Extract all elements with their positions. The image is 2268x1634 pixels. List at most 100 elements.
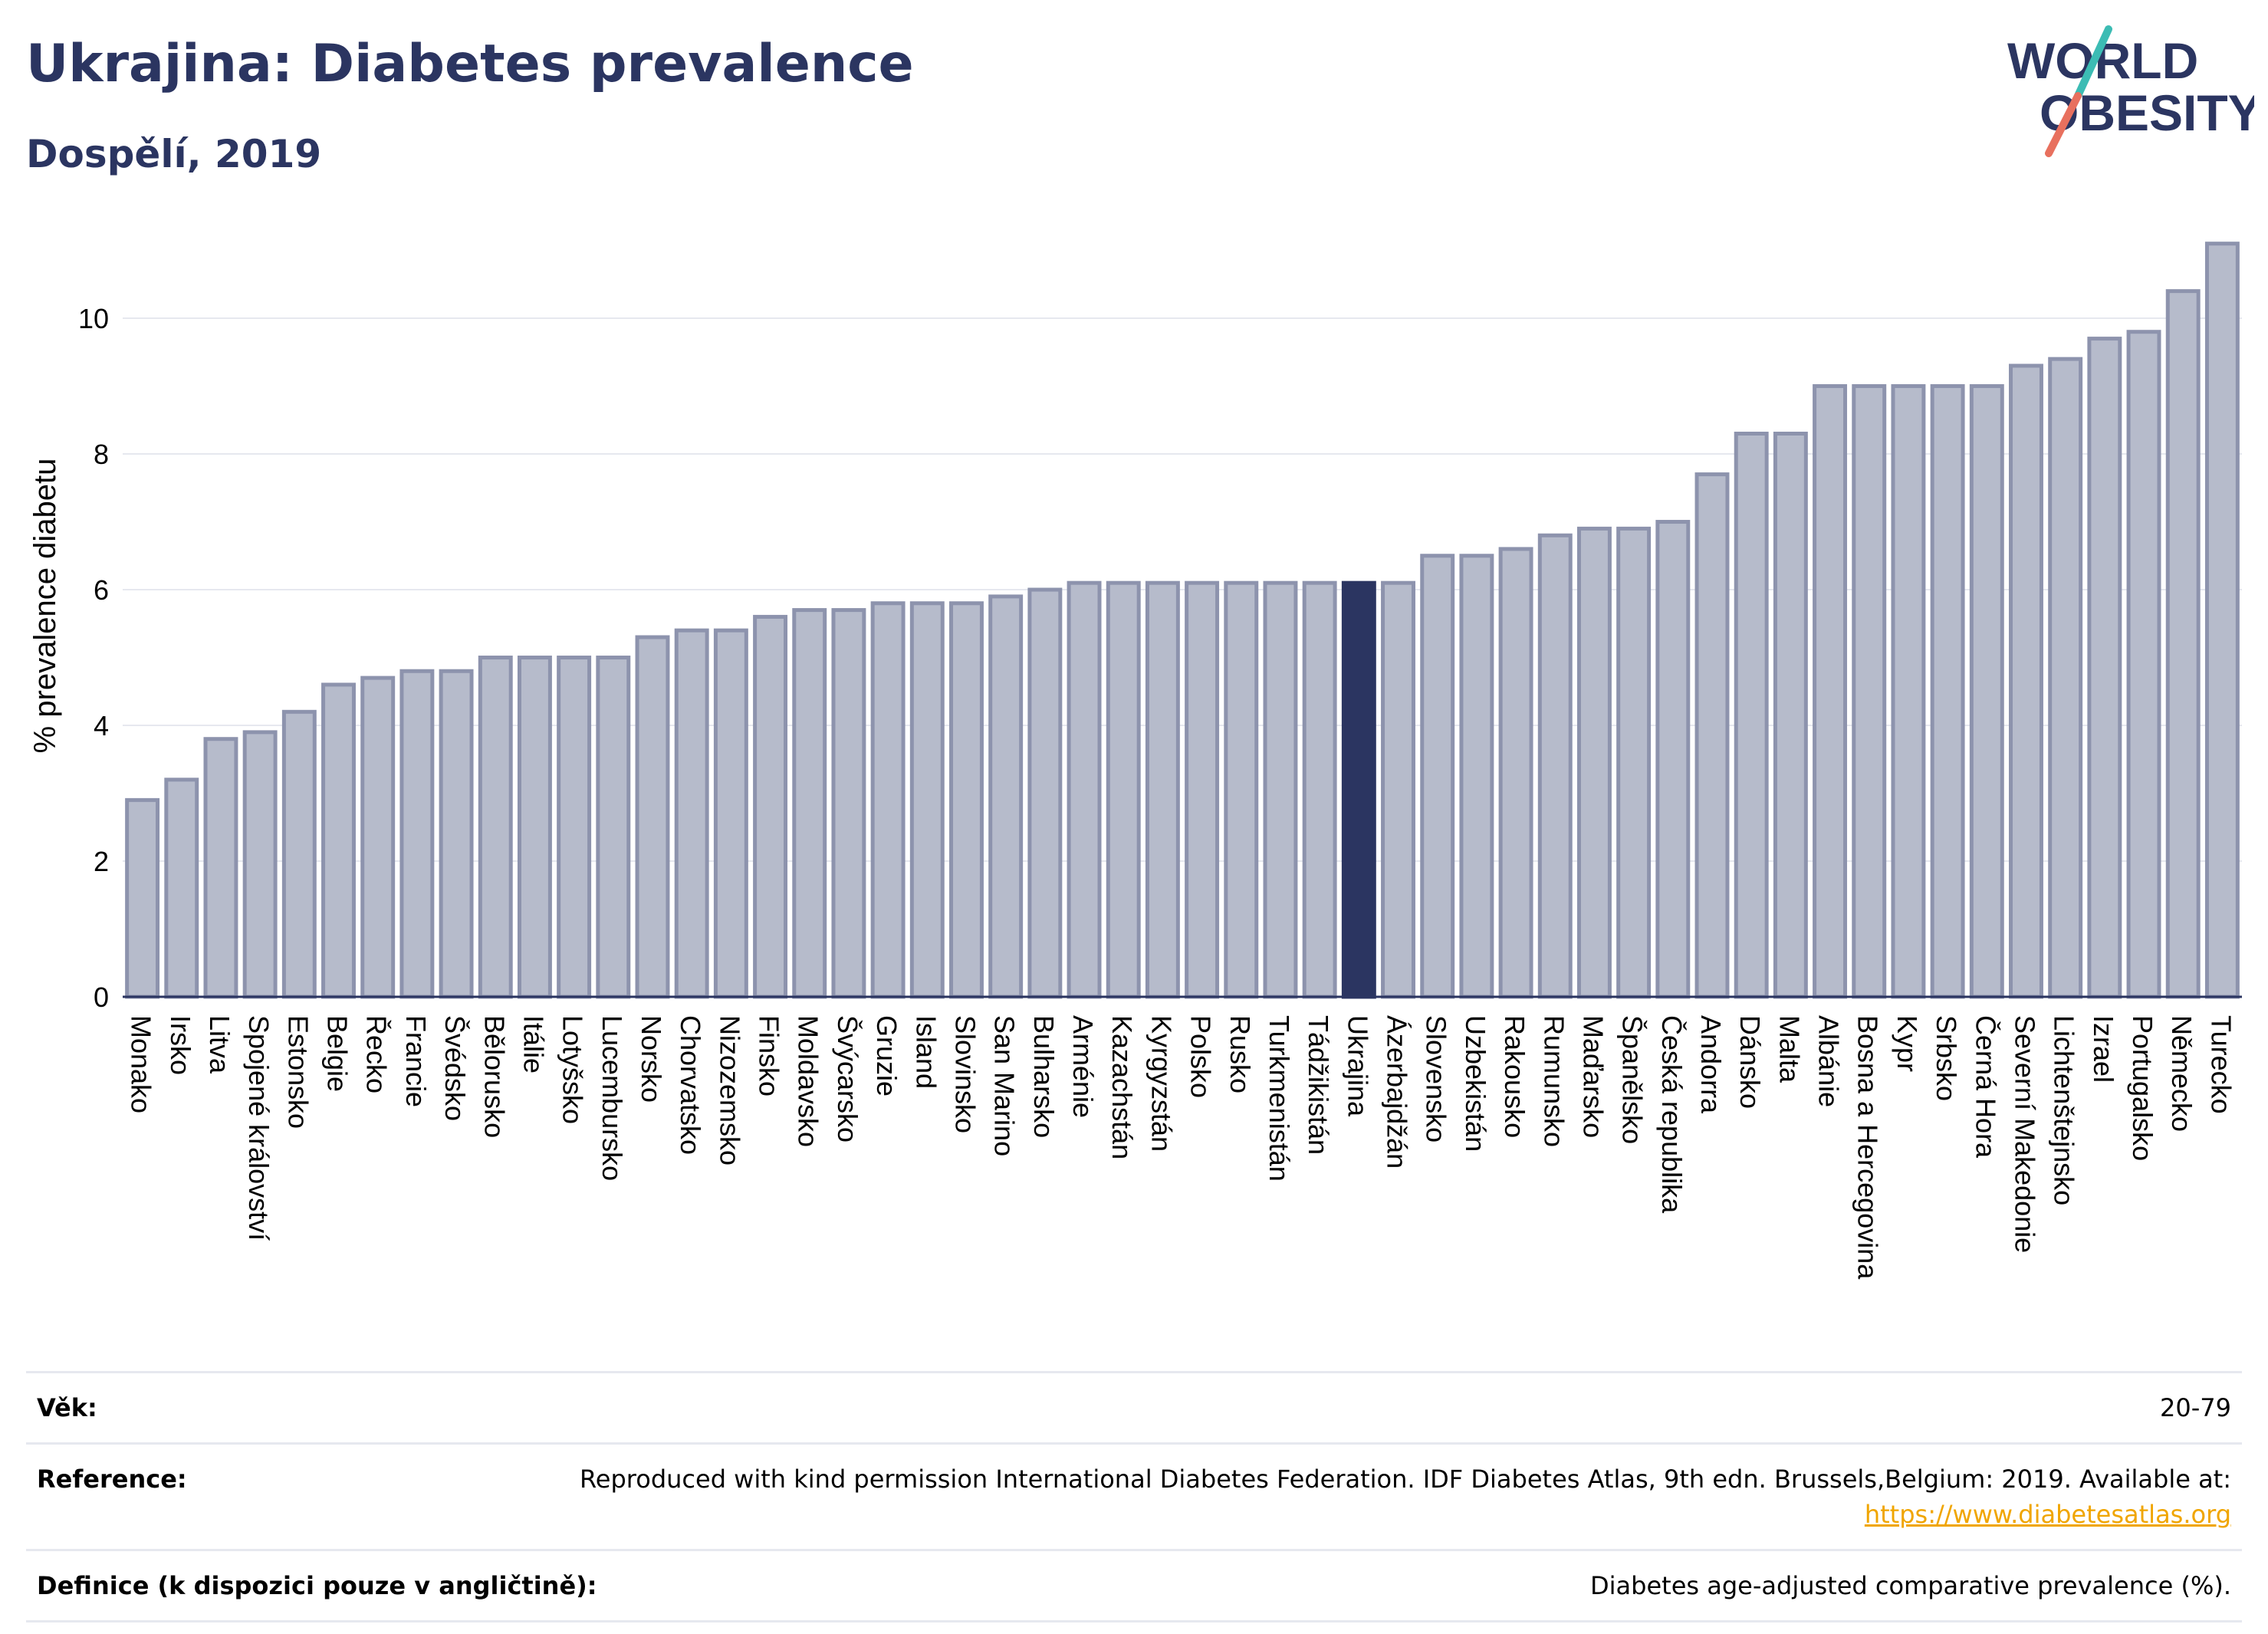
x-tick-label: Moldavsko (793, 1015, 824, 1147)
x-tick-label: Polsko (1185, 1015, 1217, 1098)
x-tick-label: Bosna a Hercegovina (1852, 1015, 1884, 1280)
bar (2009, 363, 2043, 999)
x-tick-label: Slovinsko (949, 1015, 981, 1133)
y-tick-label: 8 (94, 439, 109, 470)
x-tick-label: San Marino (989, 1015, 1021, 1156)
x-tick-label: Lucembursko (597, 1015, 628, 1181)
x-tick-label: Gruzie (871, 1015, 902, 1096)
x-tick-label: Island (910, 1015, 942, 1089)
x-tick-label: Francie (400, 1015, 432, 1107)
bar (1263, 580, 1298, 999)
bar (360, 676, 396, 999)
x-tick-label: Rusko (1224, 1015, 1256, 1093)
bar (164, 778, 199, 999)
bar (2204, 242, 2240, 999)
bar (517, 656, 552, 999)
y-tick-label: 10 (78, 303, 109, 334)
y-tick-label: 2 (94, 846, 109, 877)
x-tick-label: Německo (2166, 1015, 2197, 1132)
metadata-row: Věk: 20-79 (26, 1371, 2242, 1442)
metadata-value: Diabetes age-adjusted comparative preval… (1590, 1568, 2231, 1603)
bar (949, 601, 984, 999)
x-tick-label: Ázerbajdžán (1382, 1015, 1413, 1169)
bar (557, 656, 592, 999)
bar (792, 608, 827, 999)
x-tick-label: Izrael (2088, 1015, 2119, 1083)
x-tick-label: Řecko (361, 1015, 393, 1093)
bar (870, 601, 906, 999)
x-tick-label: Kazachstán (1106, 1015, 1138, 1159)
reference-link[interactable]: https://www.diabetesatlas.org (1864, 1500, 2231, 1529)
x-tick-label: Finsko (754, 1015, 785, 1096)
bar (439, 669, 474, 999)
bar (1459, 554, 1494, 999)
x-tick-label: Srbsko (1931, 1015, 1962, 1101)
bar (125, 797, 160, 999)
page-title: Ukrajina: Diabetes prevalence (26, 34, 914, 94)
bar (1224, 580, 1259, 999)
x-tick-label: Španělsko (1617, 1015, 1648, 1144)
logo-slash-bottom (2045, 92, 2082, 157)
bar (1106, 580, 1141, 999)
bar (203, 737, 238, 999)
page-subtitle: Dospělí, 2019 (26, 132, 322, 176)
x-tick-label: Malta (1773, 1015, 1805, 1083)
x-tick-label: Albánie (1813, 1015, 1845, 1107)
world-obesity-logo: WORLD OBESITY (2007, 25, 2254, 157)
bar (1185, 580, 1220, 999)
bar (1616, 526, 1652, 999)
x-tick-label: Arménie (1067, 1015, 1099, 1118)
x-tick-label: Uzbekistán (1460, 1015, 1491, 1152)
x-tick-label: Severní Makedonie (2009, 1015, 2040, 1253)
bar (1813, 384, 1848, 999)
bar (1027, 587, 1063, 999)
x-tick-label: Turecko (2205, 1015, 2237, 1114)
x-tick-label: Slovensko (1421, 1015, 1452, 1142)
bar (242, 730, 278, 999)
bar (1302, 580, 1337, 999)
x-tick-label: Itálie (518, 1015, 549, 1073)
x-tick-label: Bulharsko (1028, 1015, 1060, 1138)
y-tick-label: 0 (94, 981, 109, 1013)
metadata-row: Definice (k dispozici pouze v angličtině… (26, 1549, 2242, 1622)
bar (909, 601, 945, 999)
bar (635, 635, 670, 999)
bar (1498, 547, 1533, 999)
bar (1381, 580, 1415, 999)
metadata-table: Věk: 20-79 Reference: Reproduced with kind … (26, 1371, 2242, 1622)
y-tick-label: 4 (94, 710, 109, 741)
bar (1537, 533, 1573, 999)
metadata-value-text: 20-79 (2160, 1393, 2231, 1422)
x-tick-label: Kyrgyzstán (1146, 1015, 1177, 1152)
x-tick-label: Kypr (1892, 1015, 1923, 1072)
bar (713, 628, 748, 999)
y-axis-label: % prevalence diabetu (28, 459, 62, 754)
x-tick-label: Andorra (1695, 1015, 1727, 1114)
x-tick-label: Norsko (636, 1015, 667, 1103)
bar (1969, 384, 2004, 999)
x-tick-label: Turkmenistán (1264, 1015, 1295, 1182)
x-tick-label: Bělorusko (478, 1015, 510, 1138)
x-tick-label: Spojené království (243, 1015, 274, 1241)
metadata-value: Reproduced with kind permission Internat… (580, 1461, 2231, 1532)
x-tick-label: Tádžikistán (1303, 1015, 1334, 1155)
metadata-value-text: Reproduced with kind permission Internat… (579, 1465, 2231, 1494)
bar (1145, 580, 1180, 999)
bar (1694, 472, 1730, 999)
bar (831, 608, 866, 999)
x-tick-label: Litva (204, 1015, 235, 1074)
bar (1655, 520, 1691, 999)
bar (281, 709, 317, 999)
x-tick-label: Česká republika (1656, 1015, 1688, 1214)
metadata-label: Definice (k dispozici pouze v angličtině… (37, 1571, 597, 1600)
x-tick-label: Ukrajina (1342, 1015, 1373, 1117)
x-tick-label: Lichtenštejnsko (2049, 1015, 2080, 1205)
y-axis-ticks: 0 2 4 6 8 10 (78, 303, 109, 1013)
x-tick-label: Irsko (165, 1015, 196, 1075)
x-axis-tick-labels: Monako Irsko Litva Spojené království Estons… (126, 1015, 2237, 1280)
x-tick-label: Černá Hora (1970, 1015, 2001, 1159)
bar (2048, 357, 2083, 999)
bar (1576, 526, 1612, 999)
metadata-label: Reference: (37, 1465, 187, 1494)
x-tick-label: Belgie (322, 1015, 353, 1092)
